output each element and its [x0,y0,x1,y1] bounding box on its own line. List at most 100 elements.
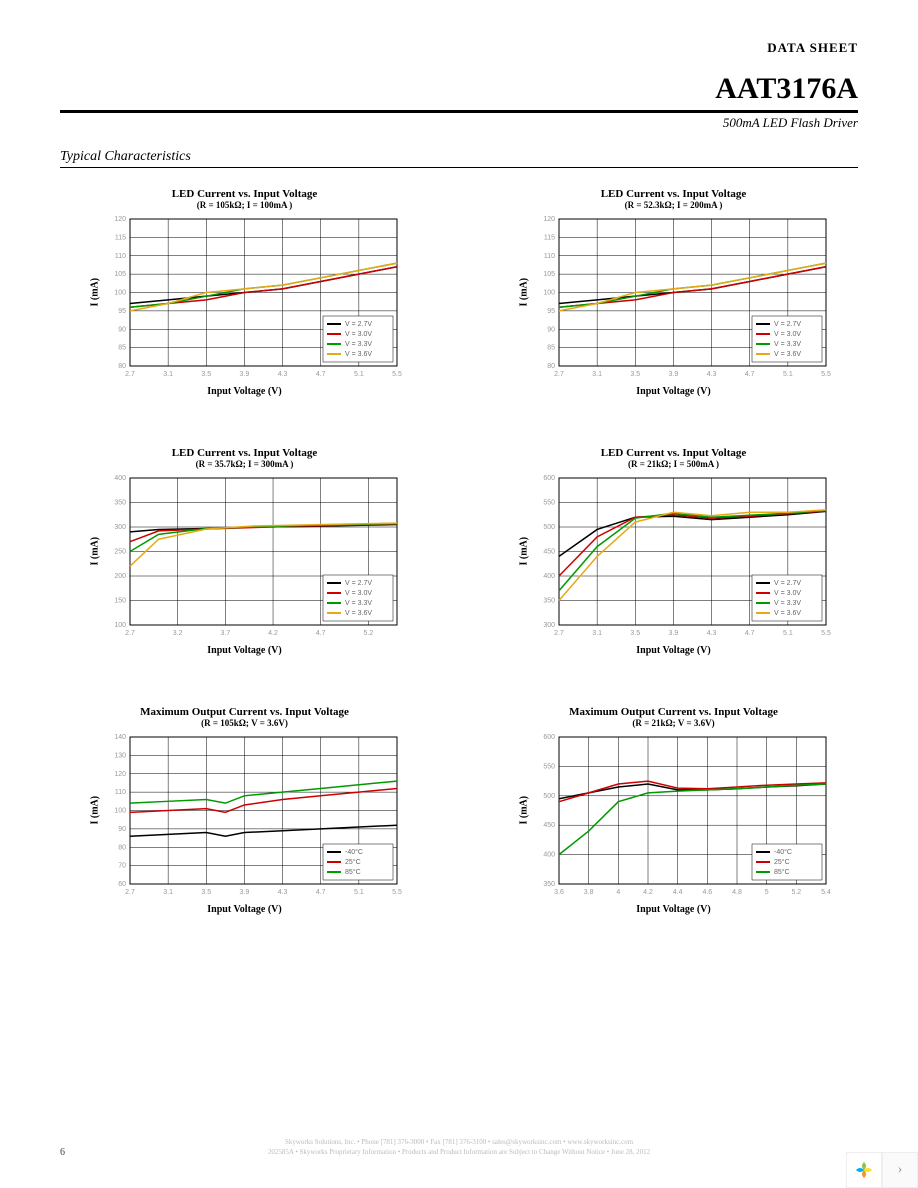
svg-text:2.7: 2.7 [554,630,564,637]
svg-text:4.7: 4.7 [315,630,325,637]
chart-c6: Maximum Output Current vs. Input Voltage… [489,706,858,915]
chart-c4: LED Current vs. Input Voltage(R = 21kΩ; … [489,447,858,656]
chart-xlabel: Input Voltage (V) [207,386,281,397]
chart-series [559,263,826,311]
chart-xlabel: Input Voltage (V) [636,386,710,397]
svg-text:3.7: 3.7 [220,630,230,637]
chart-c5: Maximum Output Current vs. Input Voltage… [60,706,429,915]
chart-plot: 2.73.13.53.94.34.75.15.58085909510010511… [102,214,402,384]
chart-series [130,267,397,304]
svg-text:600: 600 [543,734,555,741]
chart-series [130,825,397,836]
svg-text:4.2: 4.2 [643,889,653,896]
svg-text:90: 90 [118,326,126,333]
svg-text:60: 60 [118,881,126,888]
svg-text:5.1: 5.1 [353,371,363,378]
svg-text:90: 90 [547,326,555,333]
svg-text:400: 400 [543,852,555,859]
svg-text:3.9: 3.9 [668,371,678,378]
svg-text:350: 350 [543,881,555,888]
chart-title: LED Current vs. Input Voltage [601,447,747,459]
chart-plot: 2.73.13.53.94.34.75.15.56070809010011012… [102,732,402,902]
svg-text:250: 250 [114,549,126,556]
svg-text:450: 450 [543,822,555,829]
chart-plot: 2.73.13.53.94.34.75.15.58085909510010511… [531,214,831,384]
svg-text:300: 300 [543,622,555,629]
svg-text:4.8: 4.8 [732,889,742,896]
chart-subtitle: (R = 105kΩ; I = 100mA ) [197,200,292,210]
svg-text:4.3: 4.3 [277,889,287,896]
svg-text:80: 80 [118,363,126,370]
svg-text:25°C: 25°C [345,858,361,866]
chart-xlabel: Input Voltage (V) [207,904,281,915]
svg-text:3.5: 3.5 [630,630,640,637]
chart-xlabel: Input Voltage (V) [636,904,710,915]
svg-text:500: 500 [543,793,555,800]
svg-text:100: 100 [114,290,126,297]
svg-text:5.1: 5.1 [353,889,363,896]
svg-text:5.2: 5.2 [363,630,373,637]
svg-text:95: 95 [118,308,126,315]
svg-text:-40°C: -40°C [345,848,363,856]
svg-text:105: 105 [543,271,555,278]
svg-text:4.7: 4.7 [315,889,325,896]
svg-text:V = 3.0V: V = 3.0V [774,331,801,338]
svg-text:400: 400 [114,475,126,482]
svg-text:550: 550 [543,500,555,507]
chart-title: Maximum Output Current vs. Input Voltage [140,706,349,718]
footer-line-2: 202585A • Skyworks Proprietary Informati… [60,1148,858,1158]
chart-series [559,511,826,576]
svg-text:2.7: 2.7 [125,630,135,637]
chart-title: LED Current vs. Input Voltage [172,447,318,459]
svg-text:V = 2.7V: V = 2.7V [774,580,801,587]
svg-text:3.1: 3.1 [592,630,602,637]
page-number: 6 [60,1147,65,1158]
chart-ylabel: I (mA) [89,551,100,565]
svg-text:105: 105 [114,271,126,278]
chart-ylabel: I (mA) [89,810,100,824]
svg-text:110: 110 [114,789,125,796]
svg-text:3.5: 3.5 [630,371,640,378]
next-page-icon[interactable]: › [882,1152,918,1188]
chart-xlabel: Input Voltage (V) [636,645,710,656]
svg-text:5.5: 5.5 [821,630,831,637]
svg-text:4.6: 4.6 [702,889,712,896]
part-number: AAT3176A [60,72,858,106]
svg-text:4.3: 4.3 [277,371,287,378]
svg-text:550: 550 [543,763,555,770]
svg-text:120: 120 [114,771,126,778]
svg-text:120: 120 [543,216,555,223]
footer-line-1: Skyworks Solutions, Inc. • Phone [781] 3… [60,1138,858,1148]
corner-nav[interactable]: › [846,1152,918,1188]
svg-text:4.7: 4.7 [744,371,754,378]
svg-text:3.5: 3.5 [201,889,211,896]
svg-text:4.7: 4.7 [744,630,754,637]
svg-text:600: 600 [543,475,555,482]
chart-c2: LED Current vs. Input Voltage(R = 52.3kΩ… [489,188,858,397]
svg-text:150: 150 [114,598,126,605]
svg-text:100: 100 [543,290,555,297]
svg-text:V = 3.0V: V = 3.0V [345,590,372,597]
chart-subtitle: (R = 21kΩ; I = 500mA ) [628,459,719,469]
svg-text:120: 120 [114,216,126,223]
svg-text:V = 3.6V: V = 3.6V [345,351,372,358]
page-subtitle: 500mA LED Flash Driver [60,115,858,131]
chart-series [130,263,397,311]
svg-text:85: 85 [547,345,555,352]
svg-text:5.4: 5.4 [821,889,831,896]
svg-text:V = 3.3V: V = 3.3V [774,600,801,607]
svg-text:2.7: 2.7 [554,371,564,378]
chart-plot: 2.73.23.74.24.75.2100150200250300350400V… [102,473,402,643]
svg-text:3.1: 3.1 [163,371,173,378]
chart-series [559,267,826,304]
svg-text:80: 80 [118,844,126,851]
chart-c1: LED Current vs. Input Voltage(R = 105kΩ;… [60,188,429,397]
svg-text:85°C: 85°C [774,868,790,876]
svg-text:90: 90 [118,826,126,833]
svg-text:3.5: 3.5 [201,371,211,378]
svg-text:V = 3.6V: V = 3.6V [774,610,801,617]
svg-text:300: 300 [114,524,126,531]
chart-title: LED Current vs. Input Voltage [601,188,747,200]
svg-text:70: 70 [118,863,126,870]
svg-text:4: 4 [616,889,620,896]
